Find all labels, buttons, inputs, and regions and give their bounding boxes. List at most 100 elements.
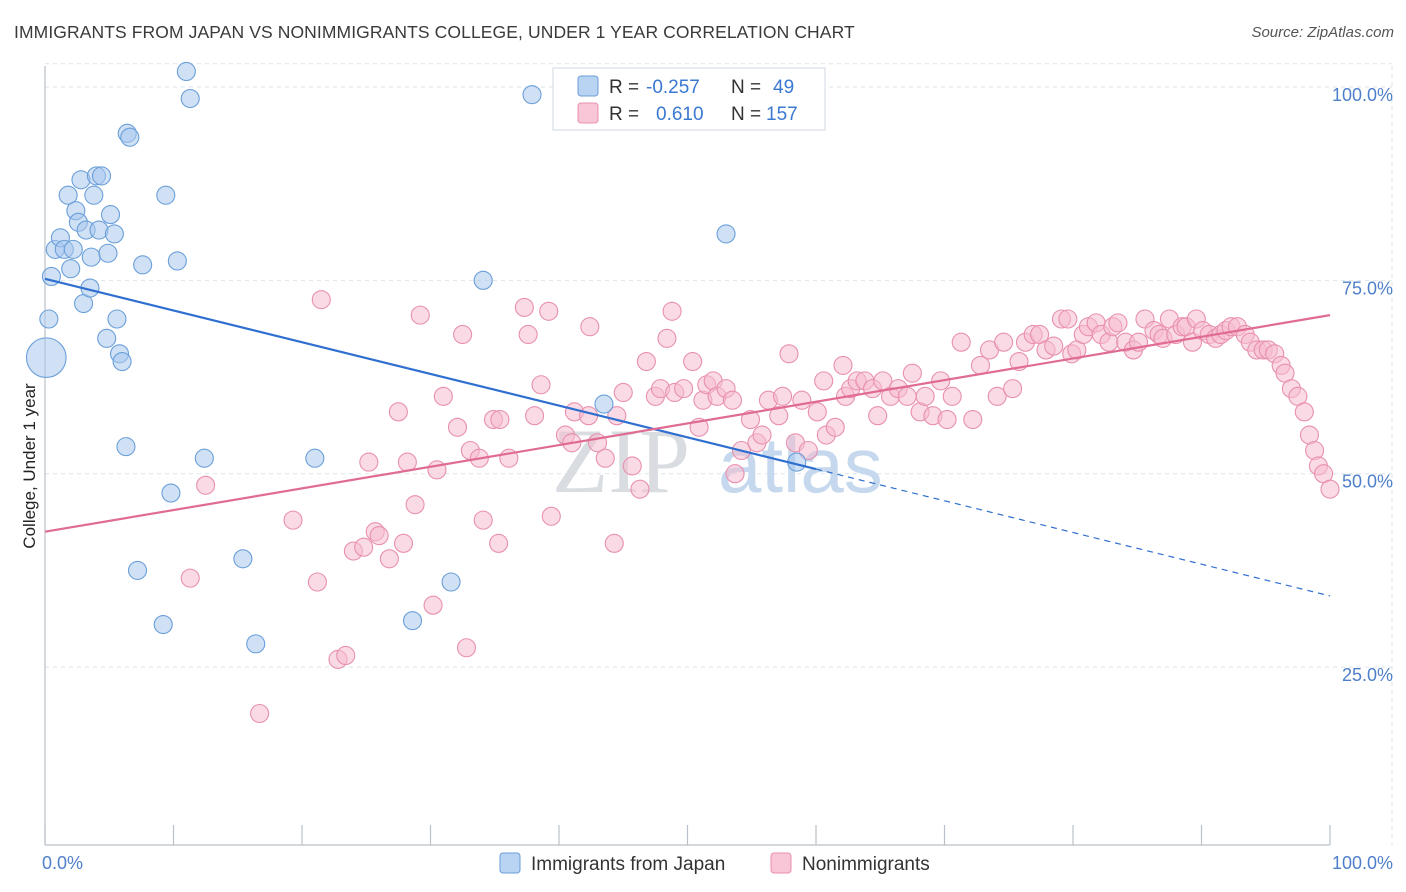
japan-trend-extension — [815, 468, 1331, 597]
japan-point — [233, 549, 253, 569]
legend-pink-swatch — [577, 102, 599, 124]
nonimmigrant-point — [792, 390, 812, 410]
axes — [44, 66, 1331, 846]
y-tick-label: 100.0% — [1332, 85, 1393, 105]
nonimmigrant-point — [1044, 336, 1064, 356]
nonimmigrant-point — [531, 375, 551, 395]
nonimmigrant-point — [453, 324, 473, 345]
nonimmigrant-point — [250, 703, 270, 724]
legend-blue-r-label: R = — [609, 77, 639, 98]
nonimmigrant-point — [622, 456, 642, 476]
nonimmigrant-point — [825, 417, 845, 437]
y-axis-label: College, Under 1 year — [20, 383, 39, 549]
japan-point — [39, 309, 59, 329]
nonimmigrant-point — [798, 440, 818, 461]
nonimmigrant-point — [970, 355, 991, 375]
nonimmigrant-point — [379, 549, 399, 569]
nonimmigrant-point — [994, 332, 1014, 352]
japan-point — [473, 270, 493, 290]
japan-point — [441, 572, 461, 592]
x-tick-label: 0.0% — [42, 853, 83, 873]
nonimmigrant-point — [336, 645, 356, 666]
series-legend-pink-swatch — [770, 852, 792, 874]
japan-point — [167, 251, 187, 271]
japan-point — [104, 224, 124, 244]
correlation-legend: R = -0.257 N = 49 R = 0.610 N = 157 — [552, 67, 826, 131]
japan-point — [61, 259, 81, 279]
japan-point — [97, 328, 117, 348]
nonimmigrant-point — [539, 301, 559, 321]
nonimmigrant-point — [833, 355, 853, 375]
nonimmigrant-point — [725, 464, 745, 484]
japan-point — [246, 634, 266, 654]
nonimmigrant-point — [1058, 309, 1078, 329]
nonimmigrant-point — [902, 363, 922, 383]
nonimmigrant-point — [683, 351, 703, 372]
japan-point — [176, 61, 196, 82]
japan-point — [112, 351, 132, 372]
japan-point — [100, 205, 121, 225]
nonimmigrant-point — [541, 506, 561, 526]
japan-point — [161, 483, 181, 503]
legend-pink-r-label: R = — [609, 104, 639, 125]
nonimmigrant-point — [456, 638, 477, 658]
legend-blue-r-value: -0.257 — [646, 77, 700, 98]
chart-source: Source: ZipAtlas.com — [1251, 24, 1394, 41]
nonimmigrant-point — [951, 332, 971, 352]
trend-lines — [44, 277, 1331, 597]
nonimmigrant-point — [311, 290, 331, 310]
nonimmigrant-point — [489, 533, 509, 553]
nonimmigrant-point — [604, 533, 624, 553]
nonimmigrant-point — [410, 305, 430, 325]
grid-lines — [45, 63, 1393, 845]
nonimmigrant-point — [359, 452, 379, 472]
nonimmigrant-point — [915, 386, 935, 406]
chart-title: IMMIGRANTS FROM JAPAN VS NONIMMIGRANTS C… — [14, 22, 855, 42]
nonimmigrant-point — [405, 495, 425, 515]
nonimmigrant-point — [580, 317, 600, 337]
legend-blue-n-label: N = — [731, 77, 761, 98]
watermark-zip: ZIP — [552, 410, 690, 512]
japan-point — [120, 127, 140, 147]
nonimmigrant-point — [447, 417, 468, 437]
nonimmigrant-point — [662, 301, 682, 321]
japan-point — [194, 448, 214, 468]
japan-point — [402, 611, 423, 631]
nonimmigrant-point — [180, 568, 200, 588]
nonimmigrant-point — [636, 351, 656, 372]
japan-trend-line — [44, 277, 817, 471]
nonimmigrant-point — [579, 406, 599, 426]
series-legend-blue-swatch — [499, 852, 521, 874]
y-tick-label: 50.0% — [1342, 472, 1393, 492]
japan-point — [153, 614, 173, 635]
nonimmigrant-point — [657, 328, 677, 348]
japan-point — [91, 166, 112, 186]
legend-pink-r-value: 0.610 — [656, 104, 704, 125]
japan-point — [305, 448, 325, 468]
nonimmigrant-trend-line — [44, 314, 1331, 533]
legend-blue-n-value: 49 — [773, 77, 794, 98]
japan-point — [116, 437, 136, 457]
japan-point — [133, 255, 153, 275]
nonimmigrant-point — [196, 475, 216, 495]
japan-point — [594, 394, 614, 414]
nonimmigrant-point — [1003, 379, 1023, 399]
japan-point — [107, 309, 127, 329]
nonimmigrant-point — [674, 379, 694, 399]
nonimmigrant-point — [388, 402, 408, 422]
x-tick-label: 100.0% — [1332, 853, 1393, 873]
series-legend: Immigrants from Japan Nonimmigrants — [499, 852, 930, 875]
japan-point — [522, 85, 542, 105]
japan-point — [98, 243, 118, 263]
nonimmigrant-point — [897, 386, 917, 406]
nonimmigrant-point — [397, 452, 417, 472]
nonimmigrant-point — [490, 410, 510, 430]
nonimmigrant-point — [937, 410, 957, 430]
nonimmigrant-point — [423, 595, 443, 615]
nonimmigrant-point — [595, 448, 615, 468]
nonimmigrant-point — [1294, 402, 1314, 422]
japan-point — [716, 224, 736, 244]
nonimmigrant-point — [473, 510, 493, 530]
x-tick-labels: 0.0% 100.0% — [42, 853, 1393, 873]
